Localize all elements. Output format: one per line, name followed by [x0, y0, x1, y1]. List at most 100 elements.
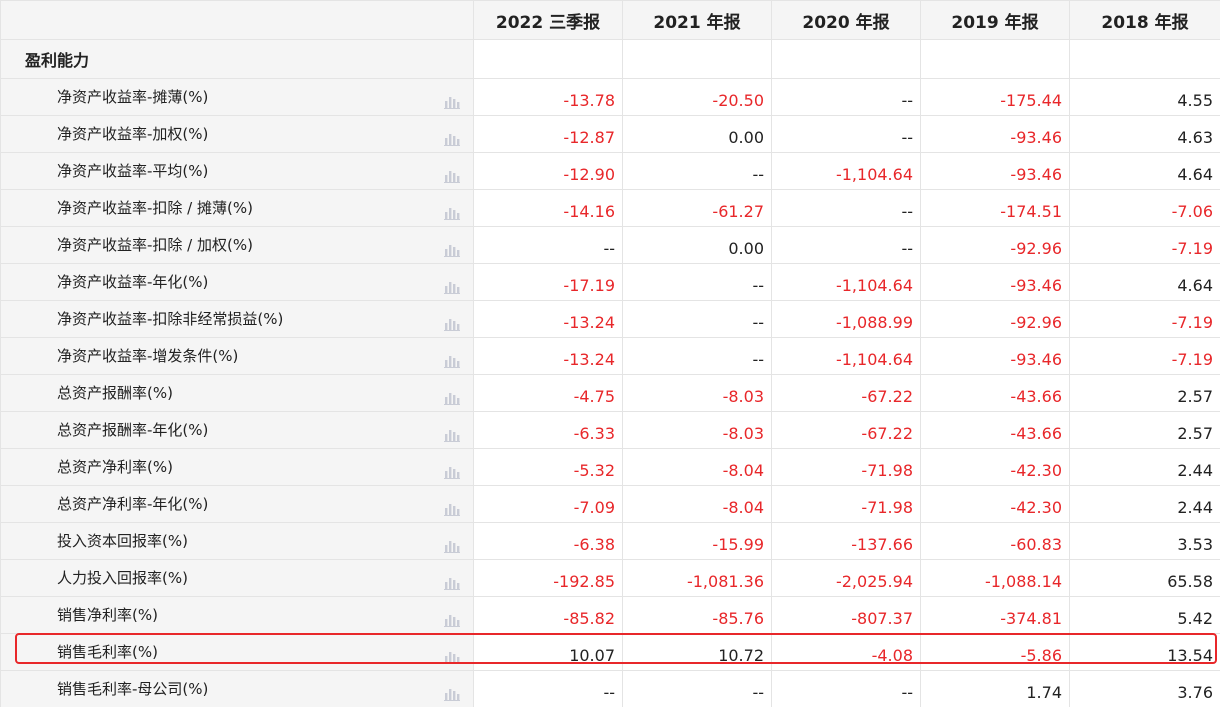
row-label-cell: 投入资本回报率(%): [0, 522, 474, 560]
value-cell: -5.86: [920, 633, 1070, 671]
row-label-cell: 销售毛利率(%): [0, 633, 474, 671]
section-row: 盈利能力: [0, 39, 1220, 79]
value-cell: -85.76: [622, 596, 772, 634]
bar-chart-icon[interactable]: [444, 132, 460, 146]
value-cell: -17.19: [473, 263, 623, 301]
value-cell: -71.98: [771, 448, 921, 486]
value-cell: -1,104.64: [771, 152, 921, 190]
value-cell: 2.57: [1069, 374, 1220, 412]
row-label-cell: 总资产净利率-年化(%): [0, 485, 474, 523]
value-cell: -13.78: [473, 78, 623, 116]
value-cell: -4.75: [473, 374, 623, 412]
value-cell: --: [622, 263, 772, 301]
row-label-cell: 净资产收益率-加权(%): [0, 115, 474, 153]
value-cell: --: [473, 226, 623, 264]
value-cell: -1,088.99: [771, 300, 921, 338]
row-label: 净资产收益率-扣除非经常损益(%): [57, 310, 284, 328]
row-label: 净资产收益率-扣除 / 加权(%): [57, 236, 253, 254]
value-cell: 1.74: [920, 670, 1070, 707]
value-cell: 65.58: [1069, 559, 1220, 597]
bar-chart-icon[interactable]: [444, 613, 460, 627]
row-label: 净资产收益率-增发条件(%): [57, 347, 239, 365]
row-label-cell: 总资产报酬率(%): [0, 374, 474, 412]
value-cell: -1,104.64: [771, 263, 921, 301]
value-cell: -7.19: [1069, 226, 1220, 264]
table-row: 净资产收益率-平均(%) -12.90 -- -1,104.64 -93.46 4.64: [0, 152, 1220, 190]
table-row: 净资产收益率-摊薄(%) -13.78 -20.50 -- -175.44 4.55: [0, 78, 1220, 116]
value-cell: -12.87: [473, 115, 623, 153]
value-cell: -12.90: [473, 152, 623, 190]
bar-chart-icon[interactable]: [444, 502, 460, 516]
column-header[interactable]: 2020 年报: [771, 0, 921, 40]
table-row: 总资产净利率(%) -5.32 -8.04 -71.98 -42.30 2.44: [0, 448, 1220, 486]
value-cell: --: [771, 670, 921, 707]
bar-chart-icon[interactable]: [444, 280, 460, 294]
value-cell: -8.04: [622, 485, 772, 523]
bar-chart-icon[interactable]: [444, 465, 460, 479]
value-cell: -67.22: [771, 411, 921, 449]
value-cell: -93.46: [920, 263, 1070, 301]
row-label-cell: 净资产收益率-增发条件(%): [0, 337, 474, 375]
value-cell: 10.07: [473, 633, 623, 671]
bar-chart-icon[interactable]: [444, 354, 460, 368]
value-cell: 3.76: [1069, 670, 1220, 707]
row-label: 销售净利率(%): [57, 606, 158, 624]
value-cell: 4.55: [1069, 78, 1220, 116]
value-cell: -1,081.36: [622, 559, 772, 597]
row-label-cell: 净资产收益率-平均(%): [0, 152, 474, 190]
value-cell: -43.66: [920, 411, 1070, 449]
value-cell: -7.19: [1069, 300, 1220, 338]
value-cell: 3.53: [1069, 522, 1220, 560]
value-cell: 2.57: [1069, 411, 1220, 449]
value-cell: 5.42: [1069, 596, 1220, 634]
value-cell: -8.03: [622, 411, 772, 449]
value-cell: -93.46: [920, 337, 1070, 375]
value-cell: -42.30: [920, 448, 1070, 486]
row-label-cell: 净资产收益率-摊薄(%): [0, 78, 474, 116]
value-cell: -4.08: [771, 633, 921, 671]
header-corner: [0, 0, 474, 40]
row-label: 净资产收益率-加权(%): [57, 125, 209, 143]
table-row: 投入资本回报率(%) -6.38 -15.99 -137.66 -60.83 3.53: [0, 522, 1220, 560]
bar-chart-icon[interactable]: [444, 428, 460, 442]
row-label-cell: 净资产收益率-扣除非经常损益(%): [0, 300, 474, 338]
value-cell: --: [622, 152, 772, 190]
row-label-cell: 销售毛利率-母公司(%): [0, 670, 474, 707]
value-cell: -1,088.14: [920, 559, 1070, 597]
value-cell: -6.33: [473, 411, 623, 449]
bar-chart-icon[interactable]: [444, 391, 460, 405]
row-label: 净资产收益率-年化(%): [57, 273, 209, 291]
column-header[interactable]: 2022 三季报: [473, 0, 623, 40]
value-cell: --: [622, 300, 772, 338]
bar-chart-icon[interactable]: [444, 576, 460, 590]
bar-chart-icon[interactable]: [444, 169, 460, 183]
bar-chart-icon[interactable]: [444, 539, 460, 553]
value-cell: -42.30: [920, 485, 1070, 523]
column-header[interactable]: 2021 年报: [622, 0, 772, 40]
bar-chart-icon[interactable]: [444, 687, 460, 701]
row-label: 净资产收益率-平均(%): [57, 162, 209, 180]
table-row: 销售净利率(%) -85.82 -85.76 -807.37 -374.81 5.42: [0, 596, 1220, 634]
value-cell: --: [771, 189, 921, 227]
table-row: 销售毛利率-母公司(%) -- -- -- 1.74 3.76: [0, 670, 1220, 707]
row-label: 总资产净利率(%): [57, 458, 173, 476]
bar-chart-icon[interactable]: [444, 206, 460, 220]
value-cell: -61.27: [622, 189, 772, 227]
bar-chart-icon[interactable]: [444, 650, 460, 664]
value-cell: -175.44: [920, 78, 1070, 116]
bar-chart-icon[interactable]: [444, 317, 460, 331]
row-label: 总资产报酬率(%): [57, 384, 173, 402]
value-cell: 0.00: [622, 115, 772, 153]
value-cell: -43.66: [920, 374, 1070, 412]
section-title: 盈利能力: [0, 39, 474, 79]
bar-chart-icon[interactable]: [444, 95, 460, 109]
row-label-cell: 净资产收益率-年化(%): [0, 263, 474, 301]
row-label: 销售毛利率-母公司(%): [57, 680, 209, 698]
column-header[interactable]: 2019 年报: [920, 0, 1070, 40]
column-header[interactable]: 2018 年报: [1069, 0, 1220, 40]
value-cell: -174.51: [920, 189, 1070, 227]
bar-chart-icon[interactable]: [444, 243, 460, 257]
value-cell: -60.83: [920, 522, 1070, 560]
table-row: 总资产报酬率-年化(%) -6.33 -8.03 -67.22 -43.66 2.57: [0, 411, 1220, 449]
